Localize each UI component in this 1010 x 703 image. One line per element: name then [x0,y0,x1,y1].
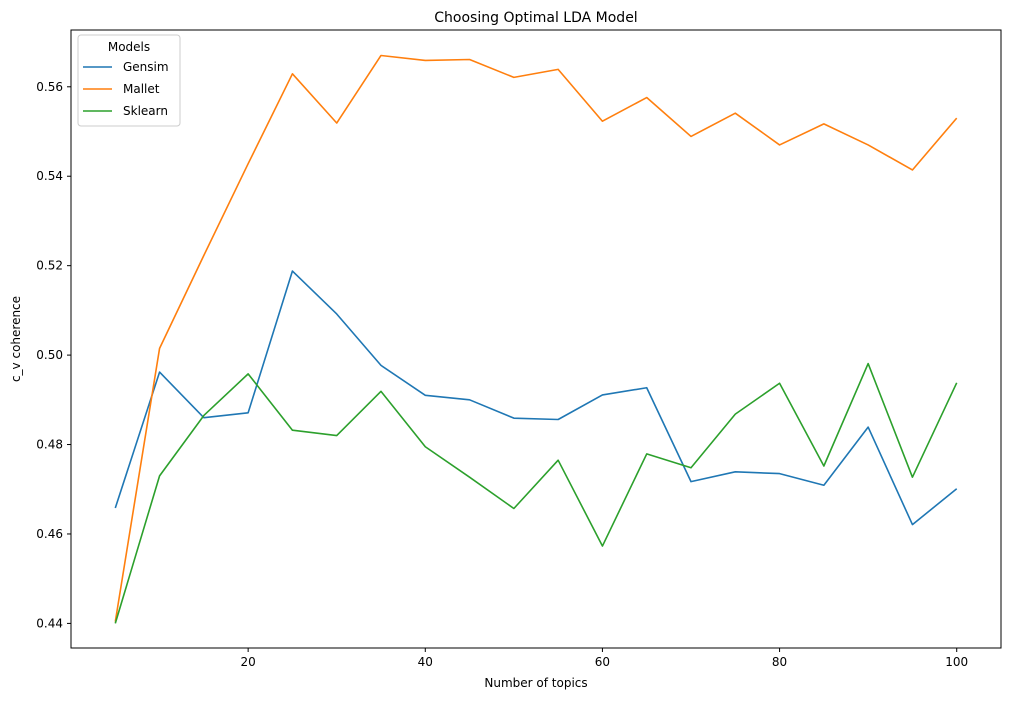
legend-label-sklearn: Sklearn [123,104,168,118]
y-axis-label: c_v coherence [9,296,23,382]
y-tick-label: 0.50 [36,348,63,362]
series-line-gensim [114,270,958,526]
x-tick-label: 40 [418,655,433,669]
x-tick-label: 80 [772,655,787,669]
x-tick-label: 60 [595,655,610,669]
x-tick-label: 100 [945,655,968,669]
x-axis-ticks: 20 40 60 80 100 [241,648,968,669]
y-tick-label: 0.52 [36,259,63,273]
legend-title: Models [108,40,150,54]
plot-frame [70,29,1002,649]
y-tick-label: 0.54 [36,169,63,183]
legend: Models Gensim Mallet Sklearn [77,34,181,127]
legend-label-gensim: Gensim [123,60,169,74]
x-axis-label: Number of topics [484,676,587,690]
y-tick-label: 0.56 [36,80,63,94]
chart-title: Choosing Optimal LDA Model [434,10,637,26]
y-tick-label: 0.48 [36,438,63,452]
series-line-sklearn [114,362,958,624]
series-line-mallet [114,54,958,622]
legend-box [77,34,181,127]
y-axis-ticks: 0.44 0.46 0.48 0.50 0.52 0.54 0.56 [36,80,71,630]
series-lines [114,54,958,624]
plot-area [70,29,1002,649]
y-tick-label: 0.46 [36,527,63,541]
x-tick-label: 20 [241,655,256,669]
legend-label-mallet: Mallet [123,82,160,96]
y-tick-label: 0.44 [36,616,63,630]
